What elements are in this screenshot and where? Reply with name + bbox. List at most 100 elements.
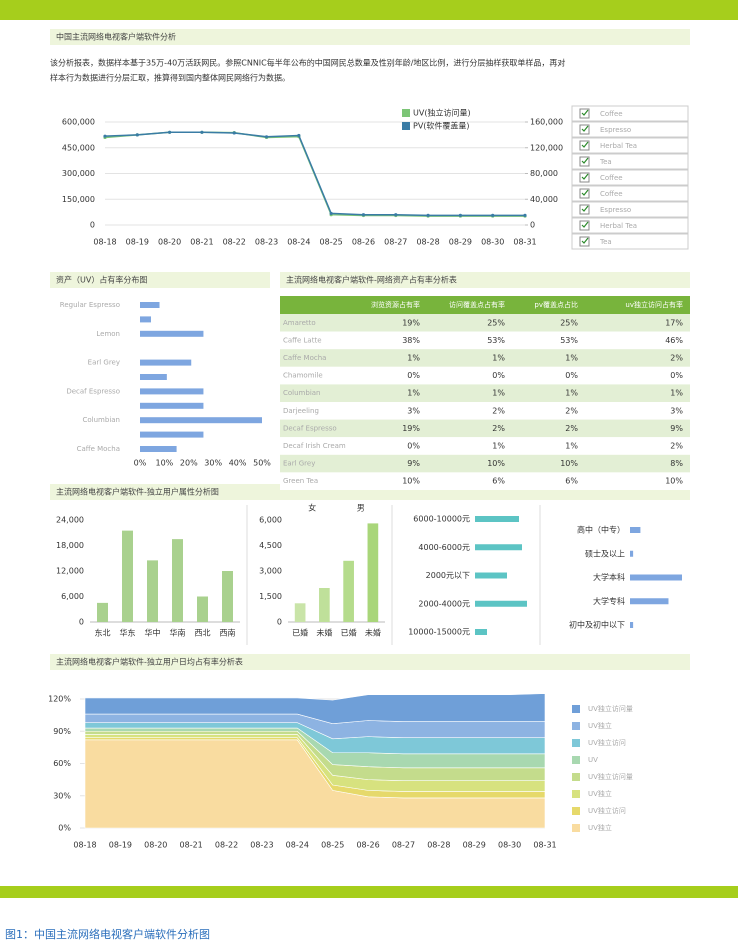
filter-label: Tea (599, 158, 612, 166)
table-row (280, 402, 690, 420)
bar (140, 316, 151, 323)
bar (140, 417, 262, 424)
bar (319, 588, 330, 622)
bar (140, 446, 177, 452)
x-tick-label: 08-31 (533, 841, 556, 850)
checkmark (581, 109, 589, 116)
x-tick-label: 东北 (95, 628, 111, 638)
table-row (280, 419, 690, 438)
point (232, 131, 236, 135)
checkmark (581, 205, 589, 212)
series-line (104, 131, 525, 217)
x-tick-label: 未婚 (365, 628, 381, 638)
group-label: 男 (357, 504, 365, 513)
intro-line: 样本行为数据进行分层汇取，推算得到国内整体网民网络行为数据。 (50, 73, 290, 83)
table-cell: 1% (492, 354, 505, 363)
y2-tick-label: 160,000 (530, 118, 563, 127)
x-tick-label: 0% (134, 459, 147, 468)
bar (147, 560, 158, 622)
x-tick-label: 08-25 (321, 841, 344, 850)
bar (122, 530, 133, 622)
x-tick-label: 已婚 (341, 628, 357, 638)
table-cell: 2% (492, 406, 505, 415)
x-tick-label: 华东 (120, 628, 136, 638)
legend-label: UV独立 (588, 789, 612, 798)
x-tick-label: 西北 (195, 629, 211, 638)
filter-row (571, 201, 689, 218)
table-row (280, 314, 690, 332)
category-label: Regular Espresso (60, 301, 120, 309)
table-row (280, 437, 690, 455)
y-tick-label: 0 (79, 618, 84, 627)
category-label: 4000-6000元 (418, 543, 470, 552)
bar (630, 622, 634, 628)
bar (475, 629, 487, 635)
x-tick-label: 08-29 (449, 238, 472, 247)
legend-swatch (402, 122, 410, 130)
table-cell: Caffe Mocha (283, 354, 326, 362)
table-cell: 0% (407, 371, 420, 380)
section-title: 资产（UV）占有率分布图 (56, 275, 147, 285)
table-row (280, 454, 690, 473)
point (264, 135, 269, 139)
y2-tick-label: 0 (530, 221, 535, 230)
checkmark (581, 125, 589, 132)
table-cell: 8% (670, 459, 683, 468)
bar (475, 516, 519, 522)
x-tick-label: 08-19 (109, 841, 132, 850)
y-tick-label: 4,500 (259, 541, 282, 550)
table-cell: 6% (565, 477, 578, 486)
x-tick-label: 未婚 (316, 628, 332, 638)
filter-row (571, 233, 689, 250)
filter-label: Coffee (600, 174, 623, 182)
bar (630, 550, 634, 557)
table-cell: 9% (407, 459, 420, 468)
filter-row (571, 153, 689, 170)
bar (172, 539, 183, 622)
y-tick-label: 12,000 (56, 567, 84, 576)
bar (140, 402, 204, 409)
table-cell: 10% (487, 459, 505, 468)
table-cell: 0% (670, 371, 683, 380)
x-tick-label: 08-23 (255, 238, 278, 247)
table-cell: 25% (487, 318, 505, 327)
legend-label: UV独立访问 (588, 738, 626, 747)
legend-label: UV(独立访问量) (413, 108, 471, 118)
legend-swatch (572, 756, 580, 764)
table-row (280, 331, 690, 350)
table-cell: Decaf Espresso (283, 424, 337, 432)
page-title: 中国主流网络电视客户端软件分析 (56, 32, 176, 42)
caption: 图1：中国主流网络电视客户端软件分析图 (5, 927, 210, 941)
x-tick-label: 08-21 (180, 841, 203, 850)
table-cell: Chamomile (283, 372, 323, 380)
table-row (280, 366, 690, 385)
bottom-band (0, 886, 738, 898)
table-cell: 46% (665, 336, 683, 345)
legend-swatch (572, 722, 580, 730)
legend-swatch (572, 824, 580, 832)
table-cell: 2% (670, 354, 683, 363)
table-cell: 17% (665, 318, 683, 327)
y-tick-label: 450,000 (62, 143, 95, 152)
checkmark (581, 237, 589, 244)
category-label: 10000-15000元 (408, 628, 470, 637)
category-label: 初中及初中以下 (569, 620, 625, 630)
title-bar (50, 29, 690, 45)
x-tick-label: 08-25 (320, 238, 343, 247)
bar (630, 527, 641, 533)
table-cell: 19% (402, 318, 420, 327)
filter-label: Espresso (600, 206, 631, 214)
category-label: 高中（中专） (577, 525, 625, 535)
x-tick-label: 50% (253, 459, 271, 468)
y2-tick-label: 120,000 (530, 143, 563, 152)
bar (97, 602, 108, 622)
table-cell: 2% (565, 406, 578, 415)
table-cell: 10% (560, 459, 578, 468)
section-bar (50, 272, 270, 288)
point (491, 213, 495, 217)
point (394, 213, 398, 217)
y-tick-label: 6,000 (61, 592, 84, 601)
table-header-cell: 访问覆盖点占有率 (449, 300, 505, 309)
x-tick-label: 08-22 (223, 238, 246, 247)
y-tick-label: 150,000 (62, 195, 95, 204)
